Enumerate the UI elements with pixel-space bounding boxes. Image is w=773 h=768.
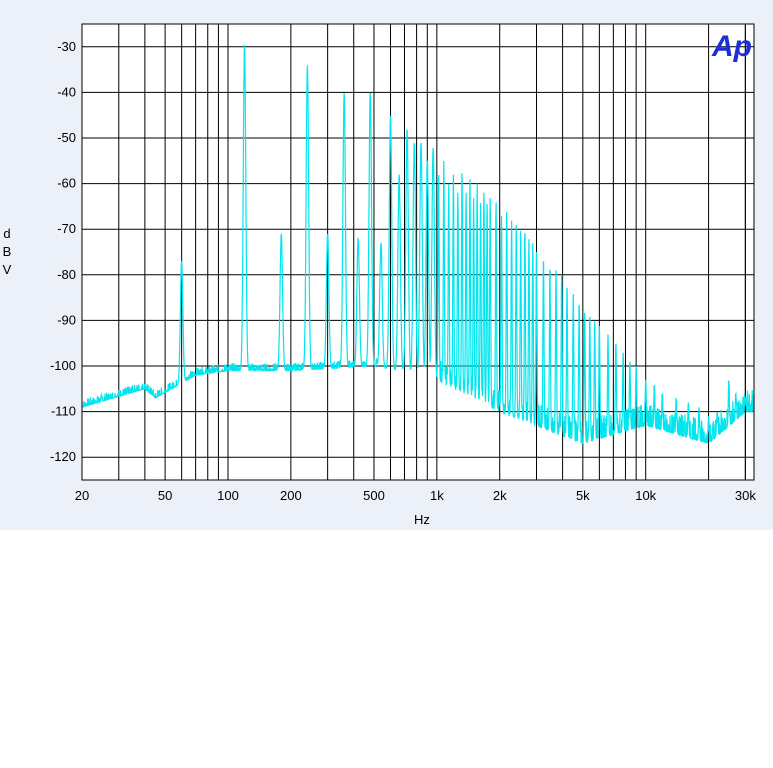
series-layer [81, 44, 754, 445]
x-tick-label: 500 [363, 488, 385, 503]
x-tick-label: 200 [280, 488, 302, 503]
spectrum-trace [81, 44, 754, 445]
x-tick-label: 1k [430, 488, 444, 503]
y-tick-label: -90 [57, 312, 76, 327]
x-tick-labels: 20 50 100 200 500 1k 2k 5k 10k 30k [75, 488, 757, 503]
x-tick-label: 5k [576, 488, 590, 503]
y-tick-label: -30 [57, 39, 76, 54]
plot-frame [81, 23, 755, 481]
y-tick-label: -120 [50, 449, 76, 464]
y-tick-label: -40 [57, 84, 76, 99]
plot-background [82, 24, 754, 480]
spectrum-chart: 20 50 100 200 500 1k 2k 5k 10k 30k -30 -40 -50 -60 -7… [3, 23, 757, 527]
x-axis-title: Hz [414, 512, 430, 527]
y-tick-labels: -30 -40 -50 -60 -70 -80 -90 -100 -110 -120 [50, 39, 76, 464]
x-tick-label: 10k [635, 488, 656, 503]
chart-panel: 20 50 100 200 500 1k 2k 5k 10k 30k -30 -40 -50 -60 -7… [0, 0, 773, 530]
x-tick-label: 20 [75, 488, 89, 503]
ap-logo: Ap [711, 30, 752, 63]
x-tick-label: 50 [158, 488, 172, 503]
y-tick-label: -110 [51, 404, 76, 419]
y-tick-label: -50 [57, 130, 76, 145]
y-tick-label: -70 [57, 221, 76, 236]
y-tick-label: -100 [50, 358, 76, 373]
y-tick-label: -60 [57, 176, 76, 191]
x-tick-label: 2k [493, 488, 507, 503]
x-tick-label: 30k [735, 488, 756, 503]
x-tick-label: 100 [217, 488, 239, 503]
y-tick-label: -80 [57, 267, 76, 282]
